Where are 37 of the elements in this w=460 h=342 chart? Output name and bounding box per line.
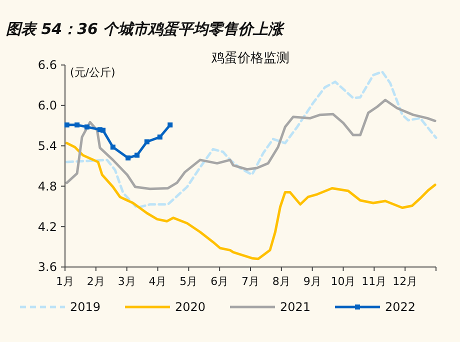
x-tick-label: 4月 — [148, 275, 167, 288]
point — [84, 124, 90, 130]
point — [64, 122, 70, 128]
point — [74, 122, 80, 128]
point — [134, 152, 140, 158]
y-tick-label: 6.6 — [38, 58, 57, 72]
x-tick-label: 8月 — [272, 275, 290, 288]
x-tick-label: 9月 — [303, 275, 322, 288]
legend-label: 2022 — [385, 300, 416, 314]
x-tick-label: 6月 — [210, 275, 229, 288]
y-tick-label: 5.4 — [38, 139, 57, 153]
y-tick-label: 3.6 — [38, 260, 57, 274]
point — [100, 128, 106, 133]
x-tick-label: 11月 — [362, 275, 387, 288]
x-tick-label: 3月 — [118, 275, 136, 288]
legend-label: 2020 — [175, 300, 206, 314]
x-tick-label: 12月 — [392, 275, 418, 288]
legend-label: 2021 — [280, 300, 311, 314]
y-tick-label: 4.8 — [38, 179, 57, 194]
x-tick-label: 5月 — [180, 275, 198, 288]
point — [110, 144, 116, 150]
legend-label: 2019 — [70, 300, 101, 314]
y-axis-title: (元/公斤) — [70, 66, 116, 79]
chart-subtitle: 鸡蛋价格监测 — [210, 51, 290, 66]
point — [144, 139, 150, 144]
point — [168, 122, 173, 128]
x-tick-label: 7月 — [242, 275, 260, 288]
x-tick-label: 10月 — [330, 275, 356, 288]
x-tick-label: 2月 — [86, 275, 105, 288]
point — [126, 155, 131, 160]
line-series — [66, 142, 436, 260]
line-series — [66, 98, 436, 190]
chart-title: 图表 54：36 个城市鸡蛋平均零售价上涨 — [6, 20, 286, 38]
y-tick-label: 4.2 — [38, 220, 57, 234]
point — [157, 134, 162, 140]
x-tick-label: 1月 — [56, 275, 74, 288]
y-tick-label: 6.0 — [38, 98, 57, 113]
